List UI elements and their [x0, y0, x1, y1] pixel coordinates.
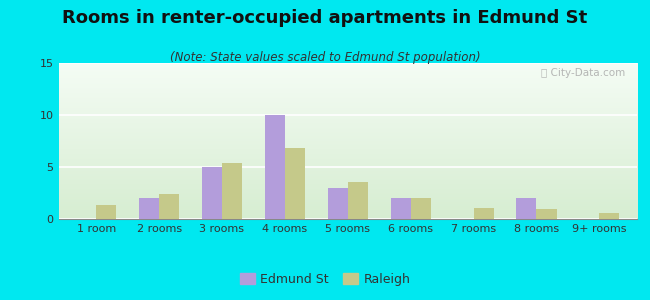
Bar [411, 198, 431, 219]
Bar [348, 182, 368, 219]
Bar [516, 198, 536, 219]
Text: (Note: State values scaled to Edmund St population): (Note: State values scaled to Edmund St … [170, 51, 480, 64]
Text: Rooms in renter-occupied apartments in Edmund St: Rooms in renter-occupied apartments in E… [62, 9, 588, 27]
Bar [96, 206, 116, 219]
Bar [599, 213, 619, 219]
Bar [202, 167, 222, 219]
Bar [473, 208, 493, 219]
Bar [328, 188, 348, 219]
Bar [265, 115, 285, 219]
Bar [391, 198, 411, 219]
Bar [222, 163, 242, 219]
Legend: Edmund St, Raleigh: Edmund St, Raleigh [235, 268, 415, 291]
Bar [159, 194, 179, 219]
Bar [536, 208, 556, 219]
Text: Ⓜ City-Data.com: Ⓜ City-Data.com [541, 68, 625, 78]
Bar [285, 148, 305, 219]
Bar [139, 198, 159, 219]
